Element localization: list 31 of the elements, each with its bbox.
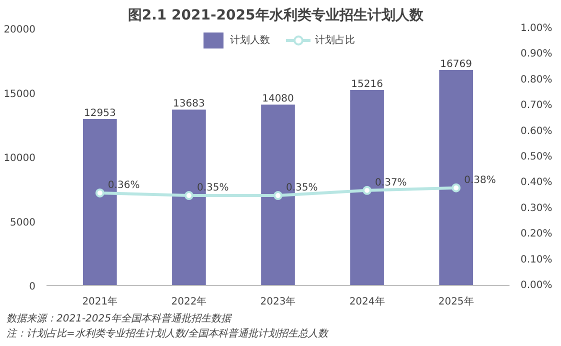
y2-tick-label: 1.00% — [520, 23, 552, 34]
y2-tick-label: 0.80% — [520, 74, 552, 86]
data-label: 12953 — [84, 108, 116, 120]
y-tick-label: 5000 — [10, 217, 36, 228]
data-label: 16769 — [440, 59, 472, 70]
x-tick-label: 2025年 — [438, 296, 474, 308]
y2-tick-label: 0.90% — [520, 48, 552, 60]
x-tick-label: 2024年 — [349, 296, 385, 308]
y2-tick-label: 0.70% — [520, 100, 552, 112]
source-note: 数据来源：2021-2025年全国本科普通批招生数据 — [6, 312, 232, 324]
data-label: 15216 — [351, 78, 383, 90]
legend-label: 计划占比 — [315, 34, 355, 47]
y2-tick-label: 0.20% — [520, 228, 552, 240]
data-label: 14080 — [262, 94, 294, 105]
y2-tick-label: 0.60% — [520, 126, 552, 137]
y2-tick-label: 0.00% — [520, 280, 552, 291]
y-tick-label: 20000 — [4, 24, 36, 36]
data-label: 13683 — [173, 98, 205, 110]
y-tick-label: 0 — [29, 282, 36, 292]
y2-tick-label: 0.30% — [520, 202, 552, 214]
y-tick-label: 15000 — [4, 88, 36, 100]
x-tick-label: 2021年 — [82, 296, 118, 308]
y2-tick-label: 0.10% — [520, 254, 552, 266]
y2-tick-label: 0.40% — [520, 177, 552, 188]
text: 注：计划占比=水利类专业招生计划人数/全国本科普通批计划招生总人数 — [6, 328, 330, 340]
legend-label: 计划人数 — [230, 34, 270, 47]
x-tick-label: 2023年 — [260, 296, 296, 308]
y2-tick-label: 0.50% — [520, 152, 552, 162]
x-tick-label: 2022年 — [171, 296, 207, 308]
chart-title: 图2.1 2021-2025年水利类专业招生计划人数 — [128, 6, 424, 24]
y-tick-label: 10000 — [4, 153, 36, 164]
